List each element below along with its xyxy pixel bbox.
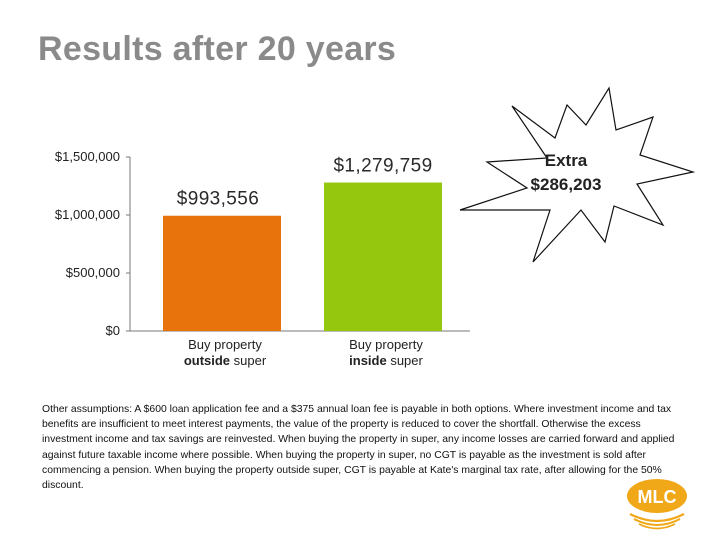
y-tick-label: $1,500,000 [55, 149, 120, 164]
logo-text: MLC [638, 487, 677, 507]
y-tick-label: $0 [106, 323, 120, 338]
extra-callout: Extra $286,203 [459, 86, 696, 263]
category-label-line2: inside super [349, 353, 423, 368]
category-label-rest: super [387, 353, 424, 368]
y-tick-label: $500,000 [66, 265, 120, 280]
bar-value-label: $1,279,759 [333, 156, 432, 177]
assumptions-footnote: Other assumptions: A $600 loan applicati… [42, 404, 675, 492]
category-label-rest: super [230, 353, 267, 368]
category-label-line1: Buy property [188, 337, 262, 352]
bar [163, 215, 281, 331]
starburst-shape [459, 86, 696, 263]
category-label-emphasis: inside [349, 353, 387, 368]
logo-badge [627, 479, 687, 513]
extra-amount: $286,203 [531, 175, 602, 194]
category-label-line2: outside super [184, 353, 267, 368]
bar-value-label: $993,556 [177, 189, 259, 210]
extra-label: Extra [545, 151, 588, 170]
bar [324, 182, 442, 331]
bar-chart: $0 $500,000 $1,000,000 $1,500,000 $993,556 B… [55, 86, 696, 368]
category-label-line1: Buy property [349, 337, 423, 352]
mlc-logo: MLC [627, 479, 687, 530]
y-tick-label: $1,000,000 [55, 207, 120, 222]
category-label-emphasis: outside [184, 353, 230, 368]
page-title: Results after 20 years [38, 30, 397, 68]
